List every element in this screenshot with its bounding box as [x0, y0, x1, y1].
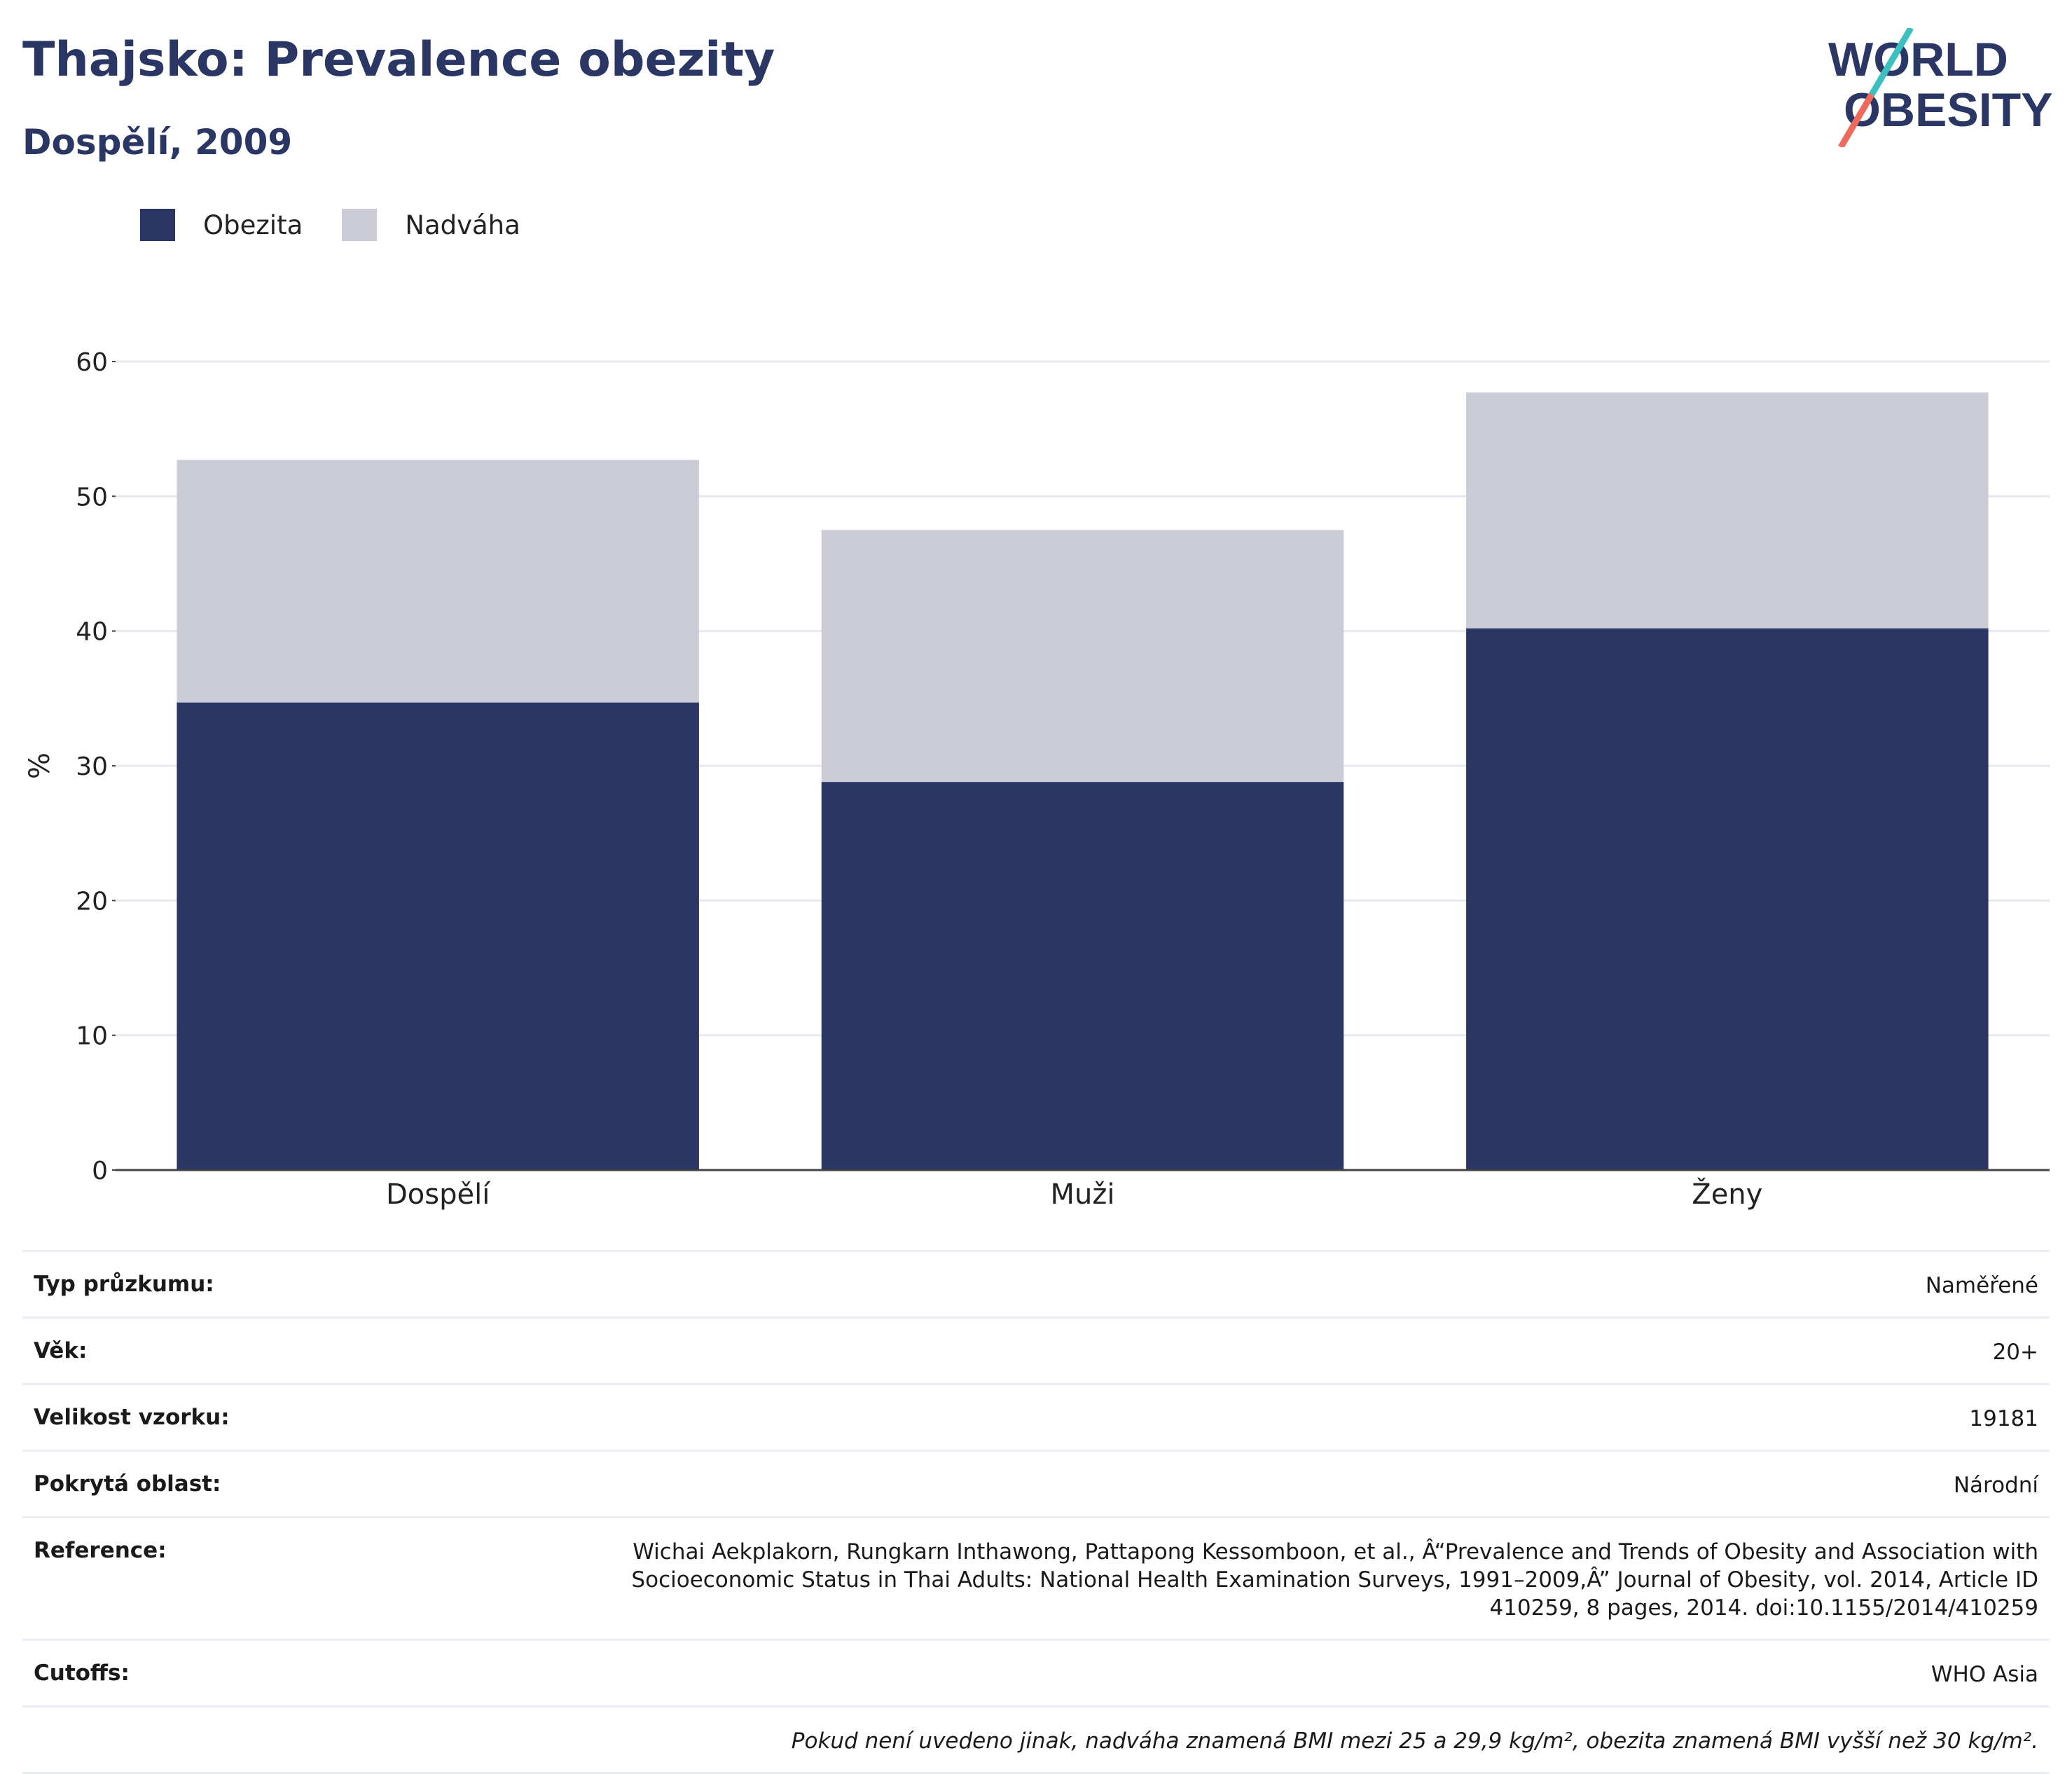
- meta-key: Cutoffs:: [34, 1660, 130, 1686]
- meta-row-reference: Reference: Wichai Aekplakorn, Rungkarn I…: [22, 1516, 2050, 1639]
- y-tick-label: 0: [92, 1157, 108, 1185]
- bar-obezita-1: [177, 702, 699, 1170]
- meta-row-survey-type: Typ průzkumu: Naměřené: [22, 1250, 2050, 1316]
- meta-key: Typ průzkumu:: [34, 1272, 214, 1297]
- bar-nadváha-3: [1466, 392, 1989, 628]
- legend-item-obezita: Obezita: [140, 209, 303, 241]
- y-tick-label: 60: [76, 348, 108, 377]
- meta-row-cutoffs: Cutoffs: WHO Asia: [22, 1639, 2050, 1705]
- bar-nadváha-1: [177, 460, 699, 703]
- y-tick-label: 20: [76, 887, 108, 916]
- meta-value: 19181: [1969, 1406, 2038, 1431]
- svg-text:OBESITY: OBESITY: [1844, 83, 2053, 137]
- legend-label-nadvaha: Nadváha: [405, 209, 520, 240]
- meta-value: Národní: [1953, 1473, 2038, 1498]
- bar-nadváha-2: [821, 530, 1344, 783]
- legend-swatch-nadvaha: [342, 209, 378, 241]
- definition-note: Pokud není uvedeno jinak, nadváha znamen…: [791, 1728, 2038, 1754]
- legend-item-nadvaha: Nadváha: [342, 209, 520, 241]
- meta-value: 20+: [1992, 1340, 2038, 1365]
- y-axis-label: %: [24, 752, 56, 779]
- chart-title: Thajsko: Prevalence obezity: [22, 32, 775, 88]
- metadata-table: Typ průzkumu: Naměřené Věk: 20+ Velikost…: [22, 1250, 2050, 1774]
- meta-value-reference: Wichai Aekplakorn, Rungkarn Inthawong, P…: [631, 1539, 2038, 1621]
- bar-obezita-3: [1466, 628, 1989, 1170]
- chart-subtitle: Dospělí, 2009: [22, 122, 293, 163]
- x-tick-label: Muži: [1051, 1178, 1115, 1211]
- meta-row-sample-size: Velikost vzorku: 19181: [22, 1383, 2050, 1450]
- y-tick-label: 50: [76, 483, 108, 511]
- meta-key: Věk:: [34, 1338, 88, 1363]
- meta-row-area: Pokrytá oblast: Národní: [22, 1450, 2050, 1516]
- meta-row-note: Pokud není uvedeno jinak, nadváha znamen…: [22, 1705, 2050, 1774]
- world-obesity-logo: WORLD OBESITY: [1828, 28, 2053, 147]
- y-tick-label: 30: [76, 752, 108, 781]
- meta-row-age: Věk: 20+: [22, 1316, 2050, 1383]
- meta-key: Velikost vzorku:: [34, 1405, 230, 1430]
- meta-value: WHO Asia: [1931, 1662, 2038, 1687]
- bar-obezita-2: [821, 782, 1344, 1170]
- x-tick-label: Ženy: [1692, 1177, 1762, 1211]
- stacked-bar-chart: 0 10 20 30 40 50 60% Dospělí Muži Ženy: [24, 348, 2050, 1211]
- svg-text:WORLD: WORLD: [1828, 33, 2008, 86]
- legend: Obezita Nadváha: [140, 209, 560, 241]
- meta-key: Pokrytá oblast:: [34, 1471, 221, 1497]
- x-tick-label: Dospělí: [386, 1178, 491, 1211]
- legend-label-obezita: Obezita: [203, 209, 303, 240]
- y-tick-label: 10: [76, 1022, 108, 1051]
- y-tick-label: 40: [76, 618, 108, 647]
- meta-value: Naměřené: [1925, 1273, 2038, 1298]
- meta-key: Reference:: [34, 1538, 167, 1563]
- legend-swatch-obezita: [140, 209, 175, 241]
